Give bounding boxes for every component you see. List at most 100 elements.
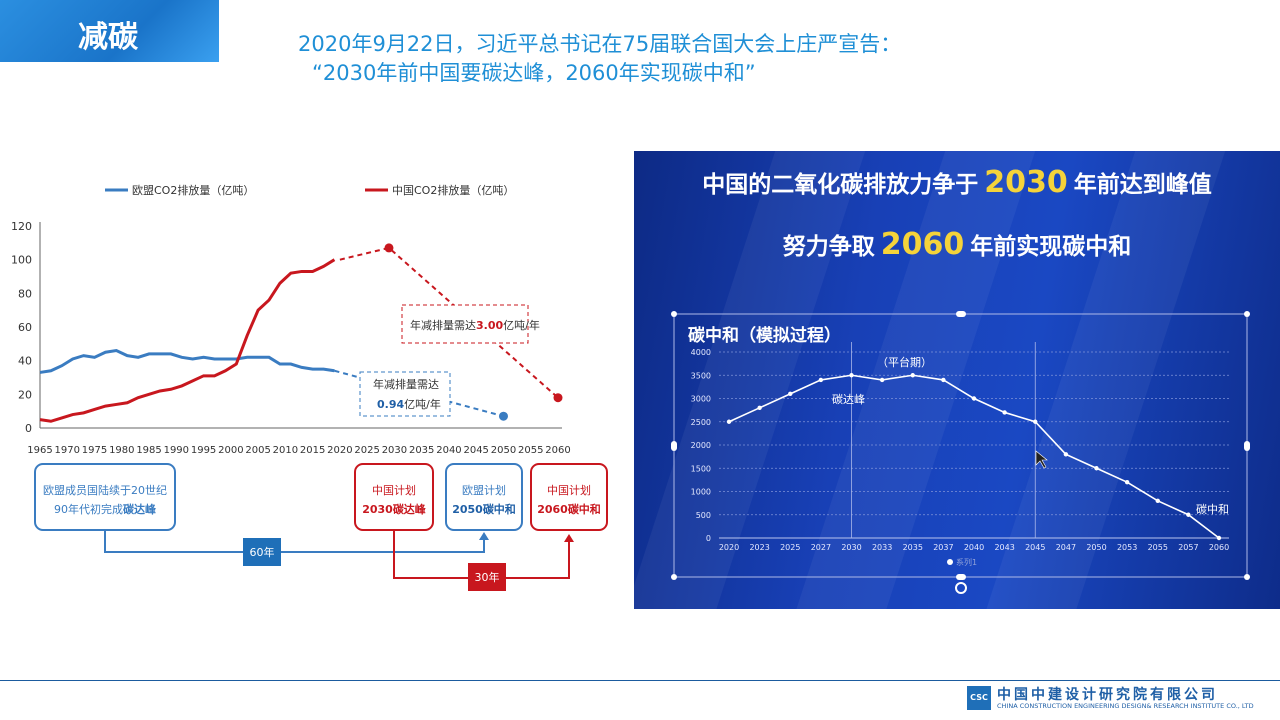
callout-eu-line2: 0.94亿吨/年 <box>377 397 441 411</box>
y-tick-label: 0 <box>706 534 711 543</box>
span-cn-label: 30年 <box>475 570 500 584</box>
x-tick-label: 2020 <box>327 445 352 456</box>
panel-heading-1-pre: 中国的二氧化碳排放力争于 <box>702 172 979 198</box>
y-tick-label: 1500 <box>691 464 711 473</box>
legend-marker <box>947 559 953 565</box>
series-point <box>1033 419 1038 424</box>
panel-heading-2-pre: 努力争取 <box>782 234 875 260</box>
callout-eu-suffix: 亿吨/年 <box>404 397 441 411</box>
box-eu-2050-line2a: 2050 <box>452 503 483 516</box>
series-point <box>879 377 885 383</box>
carbon-neutral-chart: 碳中和（模拟过程） 0 500 1000 1500 2000 2500 3000 3500 40… <box>671 311 1250 594</box>
quote-line-1: 2020年9月22日，习近平总书记在75届联合国大会上庄严宣告： <box>298 32 902 56</box>
projection-point <box>553 393 563 403</box>
x-tick-label: 2053 <box>1117 543 1137 552</box>
arrow-cn-icon <box>564 534 574 542</box>
x-tick-label: 2050 <box>491 445 516 456</box>
x-tick-label: 2045 <box>1025 543 1045 552</box>
chart-title: 碳中和（模拟过程） <box>688 325 841 346</box>
x-tick-label: 2025 <box>354 445 379 456</box>
chart-series <box>39 258 336 423</box>
series-point <box>1063 452 1069 457</box>
annotation-neutral: 碳中和 <box>1196 502 1229 516</box>
series-point <box>971 396 977 401</box>
series-point <box>849 373 854 378</box>
panel-heading-2-year: 2060 <box>880 227 965 262</box>
box-eu-peak <box>34 463 176 531</box>
box-cn-2030-line2: 2030碳达峰 <box>362 502 427 516</box>
x-tick-label: 2035 <box>409 445 434 456</box>
y-tick-label: 3000 <box>691 395 711 404</box>
y-tick-label: 1000 <box>691 488 711 497</box>
x-tick-label: 2025 <box>780 543 800 552</box>
chart-series <box>726 373 1222 541</box>
box-eu-2050-line2: 2050碳中和 <box>452 502 516 516</box>
x-tick-label: 1975 <box>82 445 107 456</box>
panel-heading-2: 努力争取 2060 年前实现碳中和 <box>634 227 1280 262</box>
y-tick-label: 0 <box>25 422 32 435</box>
x-tick-label: 2050 <box>1086 543 1106 552</box>
y-tick-label: 100 <box>11 254 32 267</box>
series-point <box>1155 498 1160 503</box>
x-tick-label: 1970 <box>55 445 80 456</box>
y-tick-label: 120 <box>11 220 32 233</box>
series-point <box>726 419 732 424</box>
rotate-handle-icon[interactable] <box>955 582 967 594</box>
callout-cn-box <box>401 304 529 344</box>
x-tick-label: 2037 <box>933 543 953 552</box>
x-tick-label: 2000 <box>218 445 243 456</box>
x-tick-label: 2060 <box>545 445 570 456</box>
projection-point <box>384 243 394 253</box>
projection-point <box>498 411 508 421</box>
span-eu-box <box>243 538 281 566</box>
x-tick-label: 1995 <box>191 445 216 456</box>
x-tick-label: 2047 <box>1056 543 1076 552</box>
annotation-platform: （平台期） <box>877 355 932 369</box>
y-tick-label: 60 <box>18 321 32 334</box>
x-tick-label: 2045 <box>463 445 488 456</box>
panel-heading-1-year: 2030 <box>984 165 1068 200</box>
series-point <box>941 377 946 383</box>
panel-heading-1: 中国的二氧化碳排放力争于 2030 年前达到峰值 <box>634 165 1280 200</box>
box-eu-2050 <box>445 463 523 531</box>
box-eu-peak-line1: 欧盟成员国陆续于20世纪 <box>43 483 167 497</box>
box-eu-peak-line2a: 90年代初完成 <box>54 502 123 516</box>
company-logo: CSC <box>967 686 991 710</box>
box-eu-peak-line2b: 碳达峰 <box>123 502 157 516</box>
box-cn-2030-line2a: 2030 <box>362 503 393 516</box>
chart-grid: 0 500 1000 1500 2000 2500 3000 3500 4000 2020 2023… <box>691 342 1229 552</box>
box-eu-peak-line2: 90年代初完成碳达峰 <box>54 502 157 516</box>
footer-divider <box>0 680 1280 681</box>
box-eu-2050-line1: 欧盟计划 <box>462 484 506 497</box>
series-point <box>1186 512 1191 517</box>
callout-eu-line1: 年减排量需达 <box>373 377 439 391</box>
series-point <box>1002 410 1007 415</box>
span-cn-box <box>468 563 506 591</box>
mouse-cursor-icon <box>1035 450 1048 469</box>
x-tick-label: 2020 <box>719 543 739 552</box>
x-tick-label: 1965 <box>27 445 52 456</box>
callout-eu-value: 0.94 <box>377 398 404 411</box>
y-tick-label: 2500 <box>691 418 711 427</box>
quote-line-2: “2030年前中国要碳达峰，2060年实现碳中和” <box>312 61 756 85</box>
x-tick-label: 2023 <box>749 543 769 552</box>
y-tick-label: 40 <box>18 355 32 368</box>
annotation-peak: 碳达峰 <box>832 392 865 406</box>
callout-cn-value: 3.00 <box>476 319 503 332</box>
x-tick-label: 2043 <box>994 543 1014 552</box>
box-cn-2030-line2b: 碳达峰 <box>393 502 427 516</box>
selection-handles[interactable] <box>671 311 1250 580</box>
legend-label: 系列1 <box>956 557 977 567</box>
callout-cn-text: 年减排量需达3.00亿吨/年 <box>410 318 540 332</box>
series-point <box>1216 535 1222 541</box>
emissions-history-chart: 欧盟CO2排放量（亿吨） 中国CO2排放量（亿吨） 02040608010012… <box>11 183 608 591</box>
company-name-en: CHINA CONSTRUCTION ENGINEERING DESIGN& R… <box>997 702 1254 710</box>
span-eu-label: 60年 <box>250 545 275 559</box>
x-tick-label: 1990 <box>164 445 189 456</box>
series-eu-line <box>39 349 335 374</box>
x-tick-label: 2055 <box>518 445 543 456</box>
series-point <box>818 377 824 383</box>
x-tick-label: 2033 <box>872 543 892 552</box>
carbon-neutral-panel: 中国的二氧化碳排放力争于 2030 年前达到峰值 努力争取 2060 年前实现碳中和 碳… <box>634 151 1280 609</box>
